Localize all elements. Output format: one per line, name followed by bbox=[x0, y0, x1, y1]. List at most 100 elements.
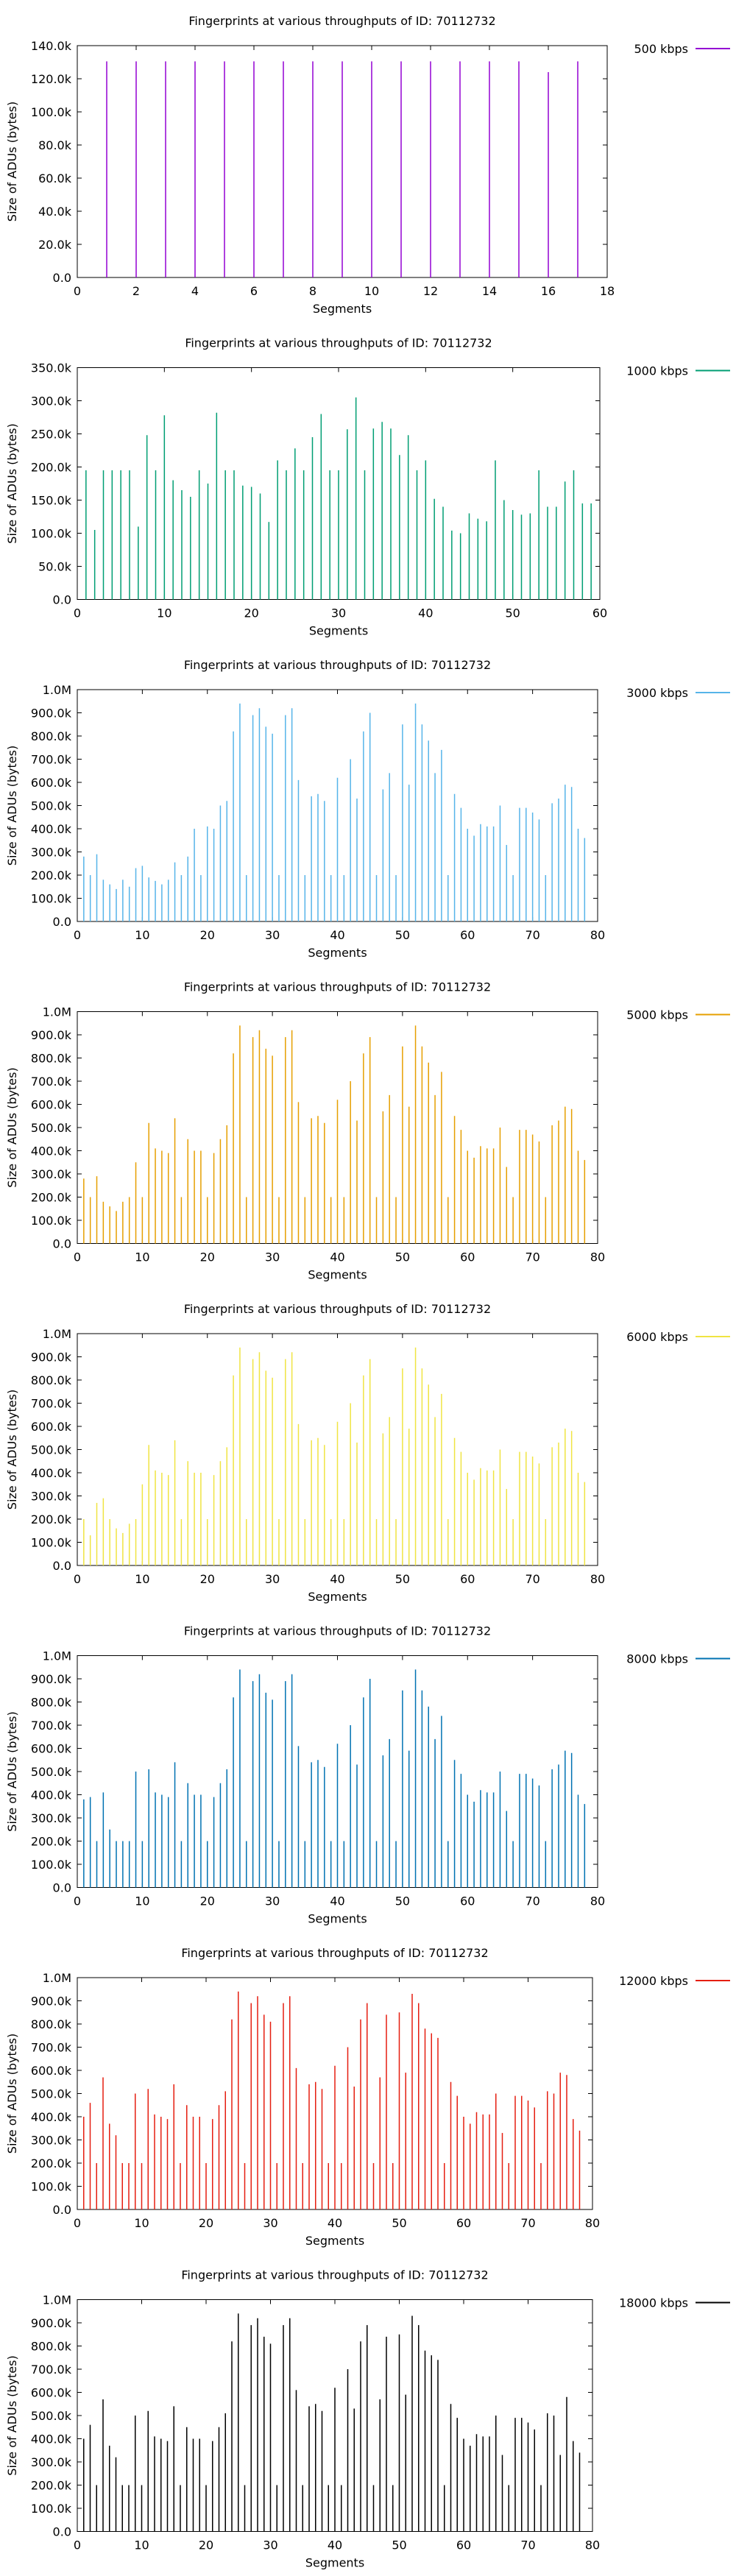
y-tick-label: 600.0k bbox=[31, 1742, 72, 1756]
y-axis-label: Size of ADUs (bytes) bbox=[5, 746, 19, 866]
legend-label: 500 kbps bbox=[634, 42, 688, 56]
chart-title: Fingerprints at various throughputs of I… bbox=[185, 336, 492, 350]
y-tick-label: 900.0k bbox=[31, 1995, 72, 2009]
chart-panel: Fingerprints at various throughputs of I… bbox=[5, 1624, 730, 1926]
y-tick-label: 0.0 bbox=[53, 1881, 71, 1895]
y-tick-label: 300.0k bbox=[31, 2134, 72, 2148]
legend-label: 6000 kbps bbox=[626, 1330, 688, 1344]
x-tick-label: 10 bbox=[135, 1572, 149, 1586]
y-tick-label: 150.0k bbox=[31, 494, 72, 508]
y-tick-label: 80.0k bbox=[38, 138, 72, 152]
x-tick-label: 30 bbox=[265, 928, 280, 942]
y-tick-label: 400.0k bbox=[31, 2432, 72, 2446]
x-tick-label: 16 bbox=[541, 284, 556, 298]
y-tick-label: 100.0k bbox=[31, 892, 72, 906]
y-tick-label: 0.0 bbox=[53, 1237, 71, 1251]
x-tick-label: 40 bbox=[328, 2538, 342, 2552]
y-tick-label: 400.0k bbox=[31, 2110, 72, 2124]
x-tick-label: 50 bbox=[395, 928, 410, 942]
x-tick-label: 10 bbox=[157, 606, 171, 620]
y-tick-label: 100.0k bbox=[31, 2502, 72, 2516]
y-tick-label: 400.0k bbox=[31, 822, 72, 836]
x-tick-label: 30 bbox=[265, 1572, 280, 1586]
x-tick-label: 10 bbox=[364, 284, 379, 298]
x-tick-label: 2 bbox=[132, 284, 140, 298]
x-axis-label: Segments bbox=[305, 2234, 364, 2248]
x-tick-label: 70 bbox=[520, 2538, 535, 2552]
x-tick-label: 0 bbox=[74, 2216, 81, 2230]
y-tick-label: 900.0k bbox=[31, 1672, 72, 1686]
x-tick-label: 60 bbox=[592, 606, 607, 620]
y-tick-label: 0.0 bbox=[53, 2203, 71, 2217]
y-tick-label: 200.0k bbox=[31, 868, 72, 882]
y-axis-label: Size of ADUs (bytes) bbox=[5, 1067, 19, 1187]
y-tick-label: 800.0k bbox=[31, 729, 72, 743]
y-tick-label: 400.0k bbox=[31, 1466, 72, 1480]
y-tick-label: 600.0k bbox=[31, 1420, 72, 1434]
y-tick-label: 100.0k bbox=[31, 1858, 72, 1872]
x-tick-label: 0 bbox=[74, 1894, 81, 1908]
y-tick-label: 400.0k bbox=[31, 1144, 72, 1158]
y-tick-label: 200.0k bbox=[31, 461, 72, 475]
y-tick-label: 100.0k bbox=[31, 2180, 72, 2194]
x-tick-label: 10 bbox=[135, 928, 149, 942]
x-tick-label: 50 bbox=[392, 2538, 406, 2552]
y-tick-label: 700.0k bbox=[31, 2363, 72, 2377]
x-tick-label: 30 bbox=[263, 2216, 277, 2230]
legend-label: 5000 kbps bbox=[626, 1008, 688, 1022]
y-tick-label: 600.0k bbox=[31, 776, 72, 790]
x-tick-label: 20 bbox=[200, 1250, 215, 1264]
y-tick-label: 900.0k bbox=[31, 1028, 72, 1042]
y-tick-label: 700.0k bbox=[31, 1719, 72, 1733]
y-tick-label: 400.0k bbox=[31, 1788, 72, 1802]
y-tick-label: 600.0k bbox=[31, 2386, 72, 2400]
y-tick-label: 140.0k bbox=[31, 39, 72, 53]
chart-panel: Fingerprints at various throughputs of I… bbox=[5, 1302, 730, 1604]
x-tick-label: 70 bbox=[525, 1894, 539, 1908]
x-tick-label: 0 bbox=[74, 606, 81, 620]
y-axis-label: Size of ADUs (bytes) bbox=[5, 1390, 19, 1510]
x-tick-label: 60 bbox=[460, 1572, 475, 1586]
x-tick-label: 0 bbox=[74, 1572, 81, 1586]
chart-title: Fingerprints at various throughputs of I… bbox=[184, 980, 491, 994]
chart-panel: Fingerprints at various throughputs of I… bbox=[5, 2268, 730, 2570]
legend-label: 8000 kbps bbox=[626, 1652, 688, 1666]
y-tick-label: 600.0k bbox=[31, 2064, 72, 2078]
legend-label: 3000 kbps bbox=[626, 686, 688, 700]
y-tick-label: 20.0k bbox=[38, 238, 72, 252]
y-tick-label: 500.0k bbox=[31, 1443, 72, 1457]
x-tick-label: 0 bbox=[74, 1250, 81, 1264]
chart-title: Fingerprints at various throughputs of I… bbox=[184, 658, 491, 672]
y-tick-label: 600.0k bbox=[31, 1098, 72, 1112]
y-tick-label: 900.0k bbox=[31, 1351, 72, 1365]
x-axis-label: Segments bbox=[308, 946, 367, 960]
y-tick-label: 800.0k bbox=[31, 2017, 72, 2031]
y-tick-label: 500.0k bbox=[31, 1765, 72, 1779]
y-axis-label: Size of ADUs (bytes) bbox=[5, 1711, 19, 1831]
x-tick-label: 40 bbox=[328, 2216, 342, 2230]
x-tick-label: 80 bbox=[590, 1250, 605, 1264]
x-tick-label: 50 bbox=[395, 1250, 410, 1264]
y-tick-label: 350.0k bbox=[31, 361, 72, 375]
y-tick-label: 60.0k bbox=[38, 171, 72, 185]
chart-panel: Fingerprints at various throughputs of I… bbox=[5, 980, 730, 1282]
y-tick-label: 100.0k bbox=[31, 105, 72, 119]
x-axis-label: Segments bbox=[308, 1268, 367, 1282]
x-tick-label: 20 bbox=[244, 606, 258, 620]
y-tick-label: 120.0k bbox=[31, 72, 72, 86]
chart-panel: Fingerprints at various throughputs of I… bbox=[5, 658, 730, 960]
x-tick-label: 80 bbox=[590, 1572, 605, 1586]
y-tick-label: 500.0k bbox=[31, 2409, 72, 2423]
x-tick-label: 30 bbox=[331, 606, 346, 620]
legend-label: 1000 kbps bbox=[626, 364, 688, 378]
x-tick-label: 60 bbox=[460, 1250, 475, 1264]
chart-title: Fingerprints at various throughputs of I… bbox=[184, 1624, 491, 1638]
x-tick-label: 8 bbox=[309, 284, 316, 298]
y-tick-label: 300.0k bbox=[31, 1490, 72, 1504]
x-tick-label: 20 bbox=[200, 1572, 215, 1586]
x-tick-label: 0 bbox=[74, 928, 81, 942]
y-tick-label: 700.0k bbox=[31, 1075, 72, 1089]
x-tick-label: 70 bbox=[525, 928, 539, 942]
y-tick-label: 800.0k bbox=[31, 1696, 72, 1710]
x-tick-label: 12 bbox=[423, 284, 438, 298]
